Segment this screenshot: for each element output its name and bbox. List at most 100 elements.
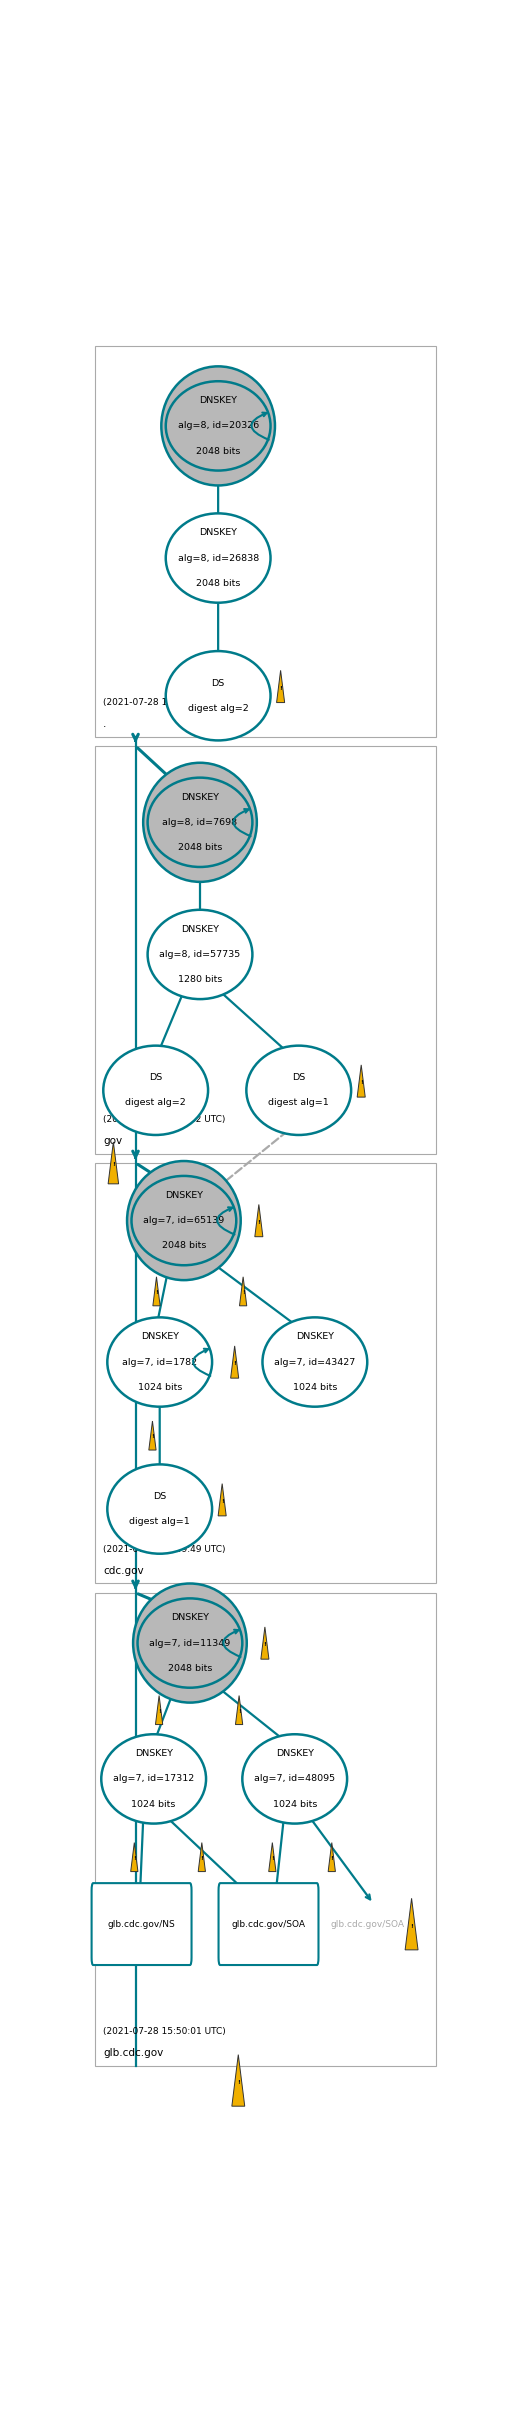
Ellipse shape <box>166 382 270 471</box>
Text: !: ! <box>330 1856 333 1861</box>
Ellipse shape <box>143 764 257 882</box>
Text: !: ! <box>112 1163 115 1167</box>
Text: !: ! <box>133 1856 136 1861</box>
Text: !: ! <box>360 1080 362 1085</box>
Ellipse shape <box>132 1177 236 1264</box>
Ellipse shape <box>242 1735 347 1822</box>
Polygon shape <box>153 1276 160 1305</box>
Text: alg=7, id=65139: alg=7, id=65139 <box>144 1216 225 1225</box>
Text: !: ! <box>264 1641 266 1646</box>
Text: 1280 bits: 1280 bits <box>178 974 222 984</box>
Bar <box>95 1163 436 1583</box>
Text: !: ! <box>410 1924 413 1929</box>
Text: DNSKEY: DNSKEY <box>141 1332 179 1341</box>
Polygon shape <box>231 1346 239 1378</box>
Text: digest alg=1: digest alg=1 <box>268 1097 329 1107</box>
Text: alg=7, id=17312: alg=7, id=17312 <box>113 1774 194 1784</box>
Text: (2021-07-28 12:20:29 UTC): (2021-07-28 12:20:29 UTC) <box>103 699 226 706</box>
Text: DNSKEY: DNSKEY <box>199 529 237 537</box>
Text: 2048 bits: 2048 bits <box>168 1663 212 1673</box>
Text: DNSKEY: DNSKEY <box>296 1332 334 1341</box>
Text: !: ! <box>200 1856 203 1861</box>
Text: DS: DS <box>292 1073 305 1083</box>
Text: !: ! <box>242 1291 244 1296</box>
Text: alg=7, id=11349: alg=7, id=11349 <box>149 1639 230 1648</box>
Ellipse shape <box>107 1317 212 1407</box>
Text: alg=8, id=57735: alg=8, id=57735 <box>159 950 241 960</box>
FancyBboxPatch shape <box>218 1883 318 1965</box>
Text: alg=8, id=26838: alg=8, id=26838 <box>177 553 259 563</box>
Text: digest alg=1: digest alg=1 <box>129 1518 190 1525</box>
Polygon shape <box>218 1484 226 1515</box>
Text: 2048 bits: 2048 bits <box>196 447 240 454</box>
Text: digest alg=2: digest alg=2 <box>188 703 249 713</box>
Text: !: ! <box>220 1499 224 1503</box>
Text: glb.cdc.gov: glb.cdc.gov <box>103 2047 163 2059</box>
Text: !: ! <box>151 1436 154 1441</box>
Ellipse shape <box>166 512 270 602</box>
Text: glb.cdc.gov/SOA: glb.cdc.gov/SOA <box>330 1919 404 1929</box>
Text: 1024 bits: 1024 bits <box>293 1383 337 1392</box>
Text: !: ! <box>233 1361 236 1366</box>
Text: alg=7, id=43427: alg=7, id=43427 <box>274 1358 356 1366</box>
Text: !: ! <box>237 2081 240 2086</box>
Text: 2048 bits: 2048 bits <box>162 1242 206 1250</box>
Text: 2048 bits: 2048 bits <box>178 844 222 851</box>
Polygon shape <box>232 2054 245 2105</box>
Text: 1024 bits: 1024 bits <box>137 1383 182 1392</box>
Text: !: ! <box>271 1856 274 1861</box>
Text: cdc.gov: cdc.gov <box>103 1566 144 1576</box>
Text: !: ! <box>238 1709 241 1714</box>
Text: DS: DS <box>212 679 225 689</box>
Ellipse shape <box>148 778 252 868</box>
Bar <box>95 747 436 1153</box>
Polygon shape <box>357 1066 365 1097</box>
Polygon shape <box>155 1697 163 1726</box>
Ellipse shape <box>166 650 270 740</box>
Text: !: ! <box>279 686 282 691</box>
Polygon shape <box>198 1842 205 1871</box>
Ellipse shape <box>246 1047 351 1136</box>
Text: (2021-07-28 15:49:42 UTC): (2021-07-28 15:49:42 UTC) <box>103 1114 226 1124</box>
Polygon shape <box>255 1204 263 1238</box>
Text: glb.cdc.gov/NS: glb.cdc.gov/NS <box>108 1919 175 1929</box>
Text: (2021-07-28 15:49:49 UTC): (2021-07-28 15:49:49 UTC) <box>103 1544 226 1554</box>
Text: (2021-07-28 15:50:01 UTC): (2021-07-28 15:50:01 UTC) <box>103 2028 226 2035</box>
Text: alg=8, id=20326: alg=8, id=20326 <box>177 421 259 430</box>
Bar <box>95 346 436 737</box>
Text: DNSKEY: DNSKEY <box>171 1615 209 1622</box>
Text: gov: gov <box>103 1136 122 1146</box>
Polygon shape <box>277 670 284 703</box>
Polygon shape <box>149 1421 156 1450</box>
Ellipse shape <box>101 1735 206 1822</box>
Ellipse shape <box>263 1317 367 1407</box>
Text: alg=7, id=48095: alg=7, id=48095 <box>254 1774 335 1784</box>
Text: 2048 bits: 2048 bits <box>196 578 240 587</box>
Ellipse shape <box>138 1598 242 1687</box>
Ellipse shape <box>127 1160 241 1281</box>
Text: DNSKEY: DNSKEY <box>181 926 219 933</box>
Ellipse shape <box>133 1583 247 1702</box>
Polygon shape <box>261 1627 269 1658</box>
Polygon shape <box>269 1842 276 1871</box>
Ellipse shape <box>103 1047 208 1136</box>
Text: DS: DS <box>153 1491 166 1501</box>
Text: digest alg=2: digest alg=2 <box>125 1097 186 1107</box>
Text: DNSKEY: DNSKEY <box>135 1750 173 1757</box>
Bar <box>95 1593 436 2067</box>
Text: alg=7, id=1782: alg=7, id=1782 <box>122 1358 197 1366</box>
Text: DNSKEY: DNSKEY <box>276 1750 314 1757</box>
Polygon shape <box>236 1697 243 1726</box>
Polygon shape <box>405 1897 418 1951</box>
Ellipse shape <box>107 1465 212 1554</box>
Text: !: ! <box>155 1291 158 1296</box>
Text: .: . <box>103 720 107 730</box>
Text: glb.cdc.gov/SOA: glb.cdc.gov/SOA <box>231 1919 306 1929</box>
Text: !: ! <box>158 1709 161 1714</box>
Text: DNSKEY: DNSKEY <box>181 793 219 802</box>
Text: !: ! <box>257 1221 261 1225</box>
Text: alg=8, id=7698: alg=8, id=7698 <box>162 817 238 827</box>
Polygon shape <box>131 1842 138 1871</box>
Text: 1024 bits: 1024 bits <box>272 1801 317 1808</box>
Text: DS: DS <box>149 1073 162 1083</box>
